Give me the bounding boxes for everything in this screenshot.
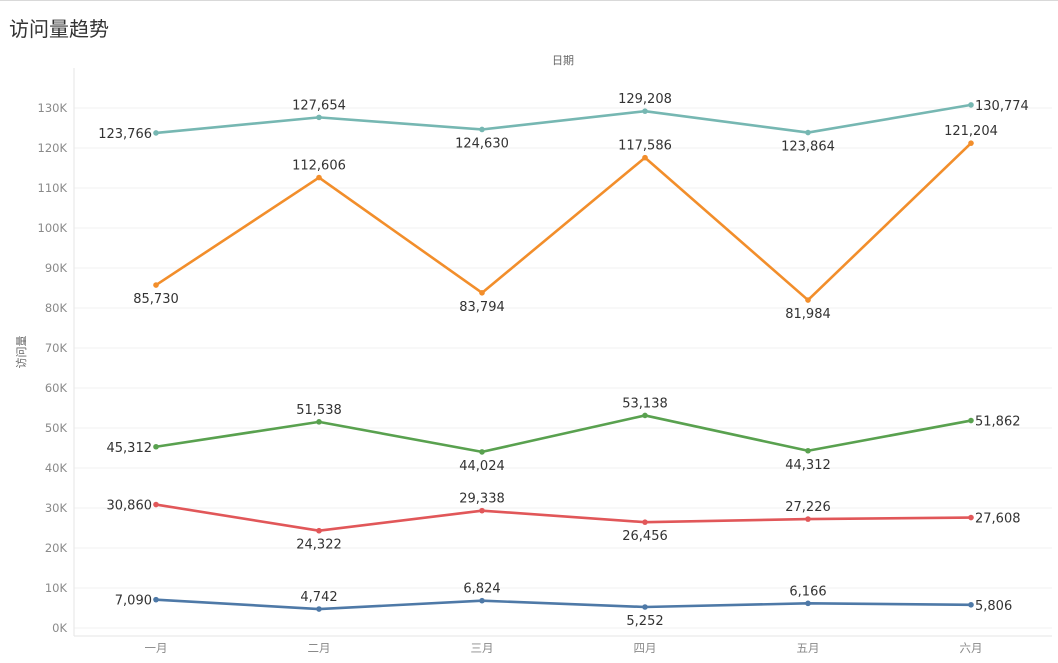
series-red-line: [155, 503, 972, 533]
x-tick-label: 二月: [308, 641, 331, 655]
series-teal-line: [155, 103, 972, 135]
data-label: 5,806: [975, 599, 1012, 614]
x-tick-label: 三月: [471, 641, 494, 655]
data-point[interactable]: [968, 102, 974, 108]
data-label: 30,860: [107, 499, 153, 514]
data-label: 117,586: [618, 139, 672, 154]
x-axis-title: 日期: [552, 54, 574, 67]
data-label: 129,208: [618, 92, 672, 107]
data-label: 85,730: [133, 292, 179, 307]
x-axis: 一月 二月 三月 四月 五月 六月: [145, 641, 983, 655]
data-label: 123,766: [98, 127, 152, 142]
data-label: 51,538: [296, 403, 342, 418]
y-tick-label: 0K: [52, 621, 67, 635]
data-point[interactable]: [805, 516, 811, 522]
data-point[interactable]: [479, 290, 485, 296]
series-orange: 85,730 112,606 83,794 117,586 81,984 121,204: [133, 124, 998, 322]
data-point[interactable]: [316, 174, 322, 181]
data-label: 51,862: [975, 415, 1021, 430]
y-tick-label: 100K: [38, 221, 68, 235]
y-tick-label: 30K: [45, 501, 68, 515]
top-border: [0, 0, 1058, 1]
y-tick-label: 40K: [45, 461, 68, 475]
data-point[interactable]: [316, 527, 322, 534]
series-orange-line: [155, 142, 972, 302]
y-axis-title: 访问量: [15, 336, 28, 369]
data-label: 5,252: [626, 614, 663, 629]
data-point[interactable]: [153, 130, 159, 136]
data-point[interactable]: [805, 129, 811, 136]
y-tick-label: 20K: [45, 541, 68, 555]
data-point[interactable]: [479, 126, 485, 133]
series-blue: 7,090 4,742 6,824 5,252 6,166 5,806: [115, 582, 1012, 629]
data-label: 53,138: [622, 396, 668, 411]
data-point[interactable]: [805, 297, 811, 303]
series-green-line: [155, 414, 972, 454]
page-title: 访问量趋势: [9, 17, 109, 41]
data-point[interactable]: [642, 519, 648, 525]
data-label: 6,824: [463, 582, 500, 597]
data-point[interactable]: [153, 443, 159, 450]
data-point[interactable]: [968, 514, 974, 521]
data-label: 4,742: [300, 590, 337, 605]
data-point[interactable]: [479, 449, 485, 455]
y-tick-label: 10K: [45, 581, 68, 595]
data-point[interactable]: [968, 140, 974, 146]
x-tick-label: 一月: [145, 641, 168, 655]
data-point[interactable]: [153, 596, 159, 603]
y-tick-label: 130K: [38, 101, 68, 115]
y-tick-label: 80K: [45, 301, 68, 315]
x-tick-label: 六月: [960, 641, 983, 655]
data-point[interactable]: [968, 601, 974, 608]
data-point[interactable]: [153, 282, 159, 288]
data-label: 83,794: [459, 300, 505, 315]
y-tick-label: 110K: [38, 181, 68, 195]
data-label: 24,322: [296, 538, 342, 553]
data-point[interactable]: [968, 417, 974, 424]
data-point[interactable]: [316, 114, 322, 121]
y-tick-label: 120K: [38, 141, 68, 155]
series-layer: 123,766 127,654 124,630 129,208 123,864 130,7…: [98, 92, 1029, 629]
data-label: 130,774: [975, 99, 1029, 114]
data-label: 45,312: [107, 441, 153, 456]
data-label: 44,024: [459, 459, 505, 474]
data-label: 44,312: [785, 458, 831, 473]
data-label: 26,456: [622, 529, 668, 544]
data-label: 6,166: [789, 584, 826, 599]
data-point[interactable]: [805, 600, 811, 607]
data-point[interactable]: [642, 154, 648, 161]
y-tick-label: 60K: [45, 381, 68, 395]
data-point[interactable]: [642, 108, 648, 114]
data-label: 121,204: [944, 124, 998, 139]
grid-lines: [73, 68, 1052, 637]
x-tick-label: 五月: [797, 641, 820, 655]
series-red: 30,860 24,322 29,338 26,456 27,226 27,608: [107, 492, 1021, 553]
data-label: 27,226: [785, 500, 831, 515]
data-label: 81,984: [785, 307, 831, 322]
y-tick-label: 50K: [45, 421, 68, 435]
series-teal: 123,766 127,654 124,630 129,208 123,864 130,7…: [98, 92, 1029, 154]
data-point[interactable]: [479, 507, 485, 514]
series-green: 45,312 51,538 44,024 53,138 44,312 51,862: [107, 396, 1021, 473]
y-tick-label: 90K: [45, 261, 68, 275]
data-point[interactable]: [805, 447, 811, 454]
data-label: 27,608: [975, 512, 1021, 527]
data-point[interactable]: [316, 606, 322, 612]
data-point[interactable]: [479, 597, 485, 604]
data-label: 124,630: [455, 136, 509, 151]
data-label: 123,864: [781, 140, 835, 155]
x-tick-label: 四月: [634, 641, 657, 655]
y-tick-label: 70K: [45, 341, 68, 355]
data-point[interactable]: [642, 412, 648, 419]
data-point[interactable]: [316, 419, 322, 425]
data-point[interactable]: [153, 501, 159, 508]
data-label: 7,090: [115, 594, 152, 609]
data-point[interactable]: [642, 604, 648, 610]
data-label: 127,654: [292, 98, 346, 113]
data-label: 112,606: [292, 159, 346, 174]
y-axis: 0K 10K 20K 30K 40K 50K 60K 70K 80K 90K 100K 110K 120…: [38, 101, 68, 635]
series-blue-line: [155, 598, 972, 611]
data-label: 29,338: [459, 492, 505, 507]
